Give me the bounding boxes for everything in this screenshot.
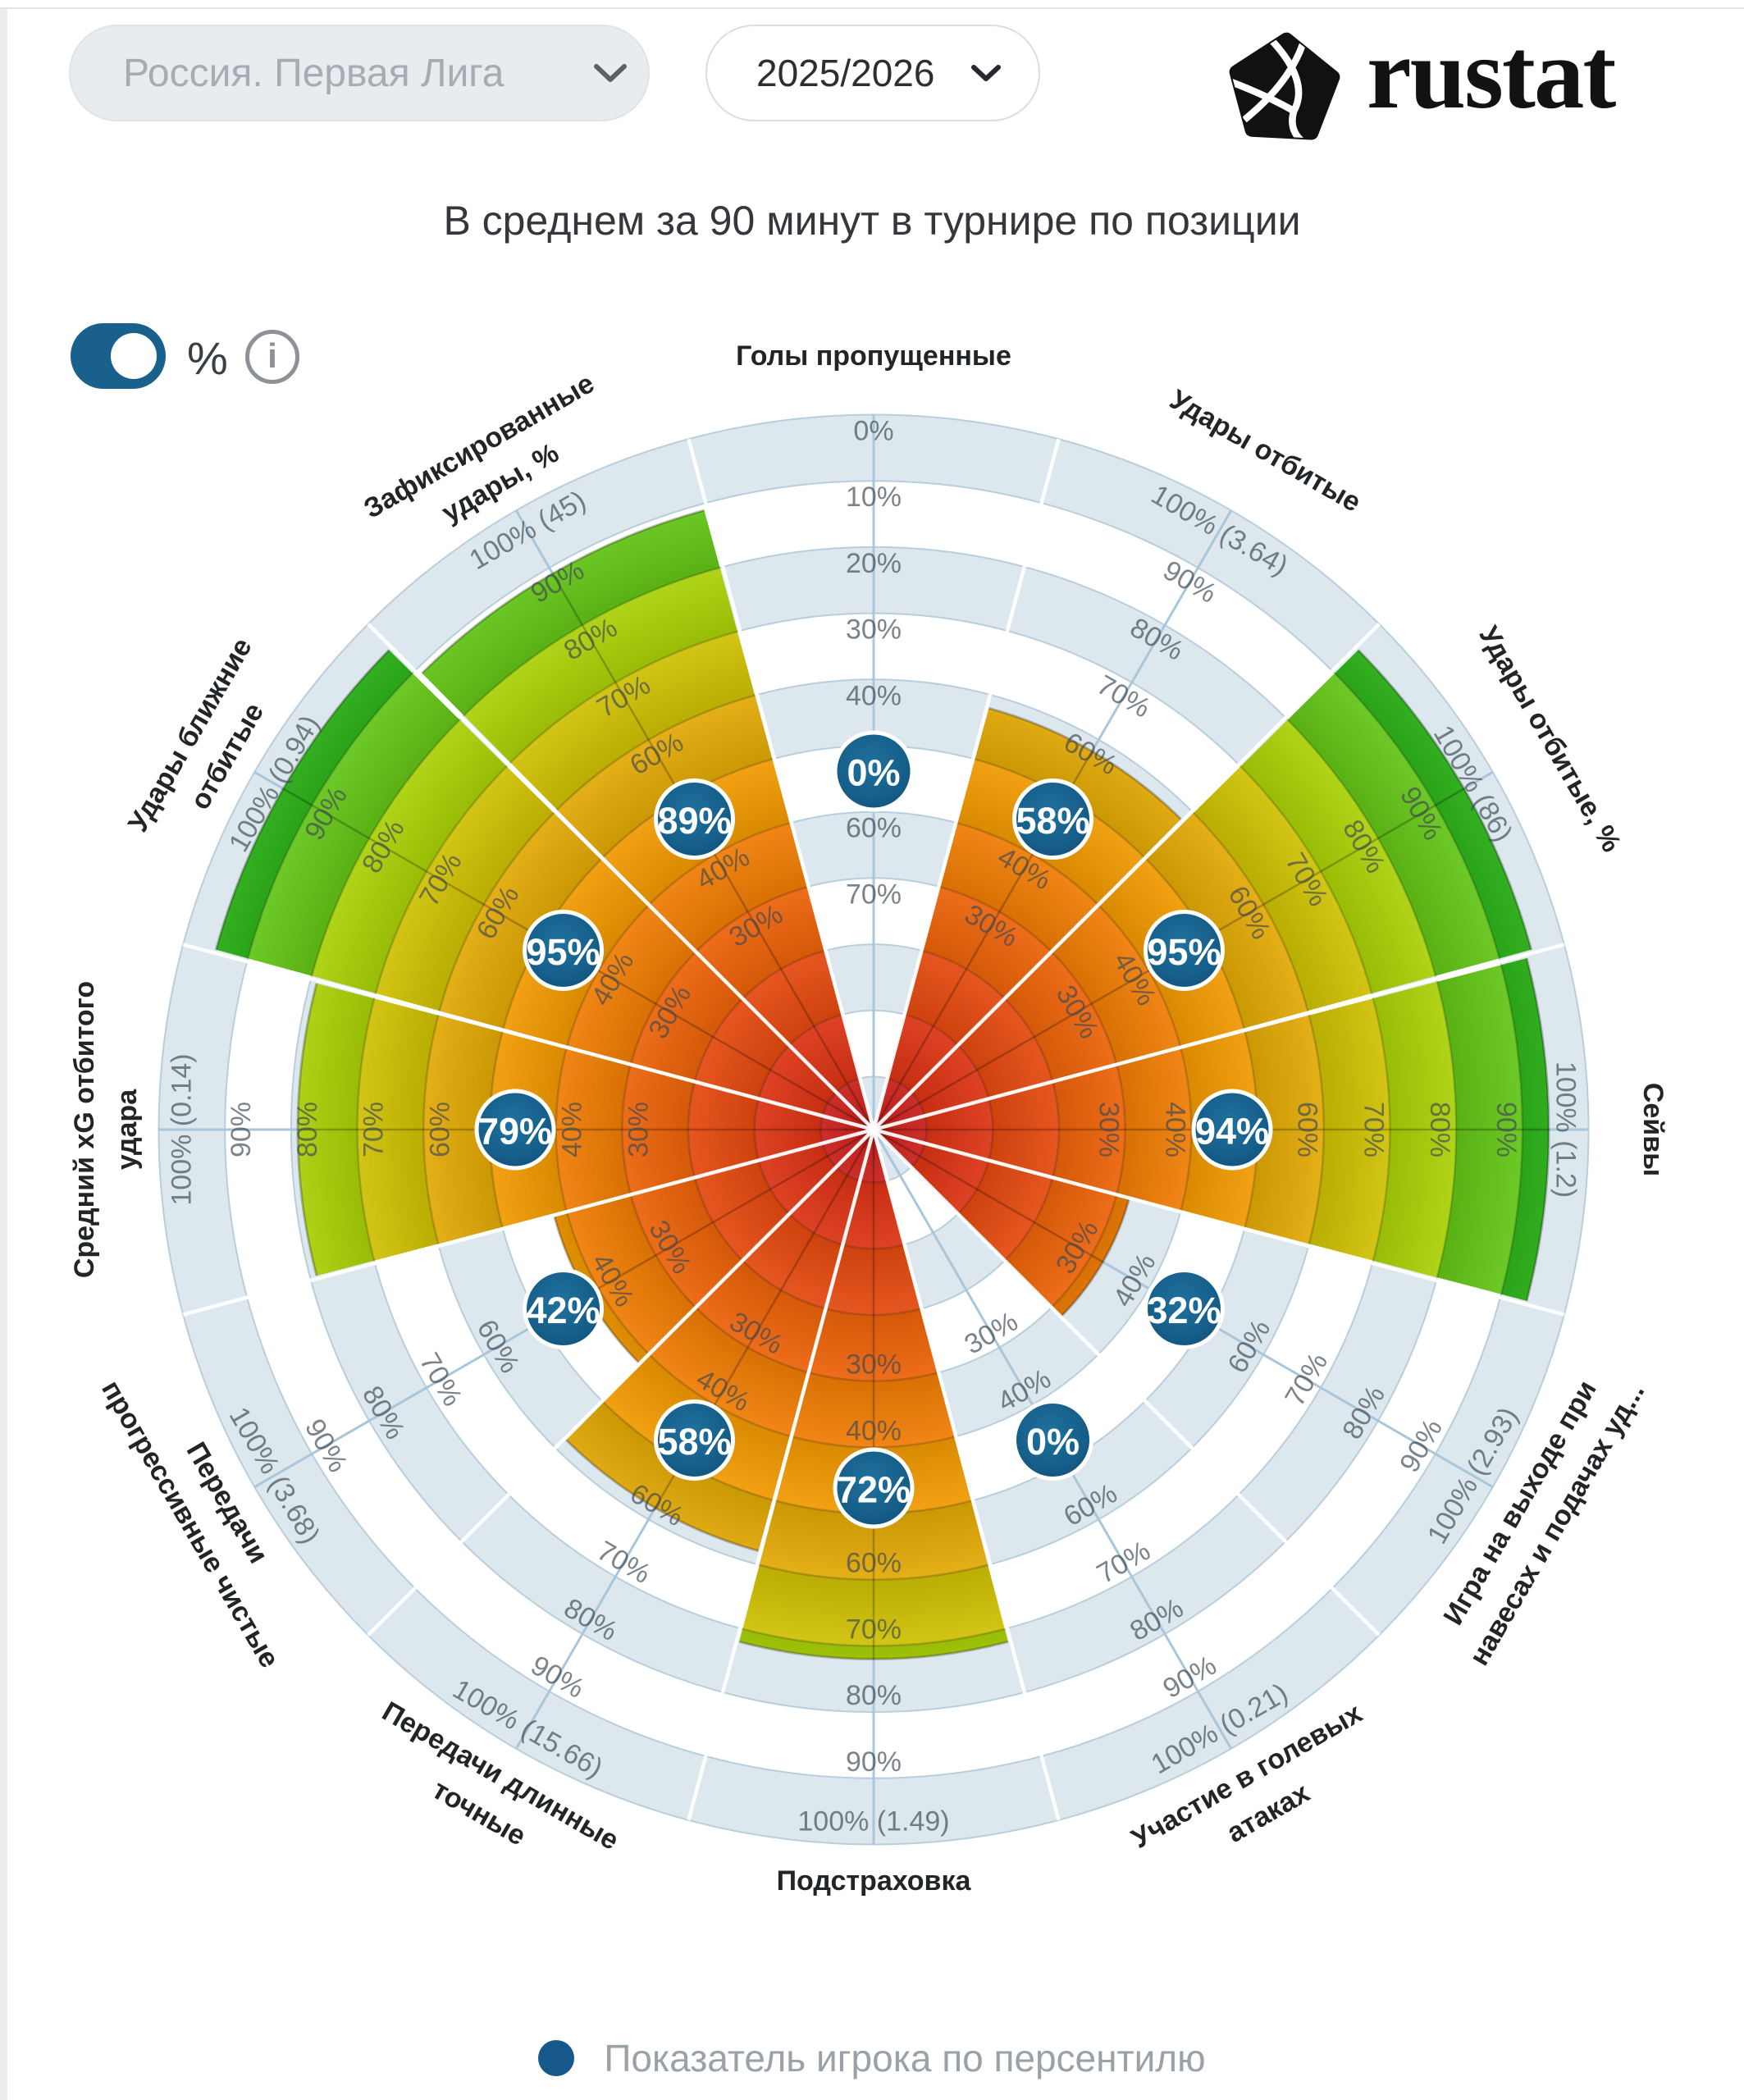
svg-text:89%: 89% [657, 800, 731, 842]
svg-text:42%: 42% [527, 1290, 600, 1331]
svg-text:0%: 0% [853, 416, 893, 447]
svg-text:100% (0.14): 100% (0.14) [167, 1053, 198, 1205]
svg-text:60%: 60% [1292, 1102, 1323, 1157]
svg-text:Голы пропущенные: Голы пропущенные [736, 340, 1011, 372]
svg-text:80%: 80% [1424, 1102, 1455, 1157]
svg-text:40%: 40% [846, 680, 902, 711]
svg-text:79%: 79% [478, 1111, 552, 1153]
svg-text:0%: 0% [847, 752, 900, 794]
svg-text:Подстраховка: Подстраховка [777, 1865, 972, 1897]
svg-text:90%: 90% [846, 1746, 902, 1778]
svg-text:72%: 72% [837, 1469, 911, 1511]
svg-text:80%: 80% [846, 1680, 902, 1711]
svg-text:40%: 40% [557, 1102, 588, 1157]
svg-text:58%: 58% [1016, 800, 1089, 842]
svg-text:94%: 94% [1195, 1111, 1269, 1153]
svg-text:70%: 70% [1358, 1102, 1389, 1157]
svg-text:90%: 90% [1491, 1102, 1522, 1157]
svg-text:100% (1.49): 100% (1.49) [797, 1806, 949, 1838]
svg-text:60%: 60% [846, 1548, 902, 1579]
svg-text:60%: 60% [846, 813, 902, 844]
svg-text:100% (1.2): 100% (1.2) [1550, 1061, 1582, 1198]
svg-text:40%: 40% [846, 1415, 902, 1446]
svg-text:70%: 70% [846, 1614, 902, 1645]
svg-text:90%: 90% [226, 1102, 257, 1157]
svg-text:80%: 80% [292, 1102, 323, 1157]
svg-text:60%: 60% [424, 1102, 455, 1157]
svg-text:10%: 10% [846, 482, 902, 513]
svg-text:30%: 30% [846, 614, 902, 646]
svg-text:30%: 30% [846, 1349, 902, 1381]
svg-text:70%: 70% [846, 879, 902, 910]
svg-text:58%: 58% [657, 1421, 731, 1463]
svg-text:32%: 32% [1147, 1290, 1221, 1331]
svg-text:30%: 30% [1093, 1102, 1125, 1157]
svg-text:rustat: rustat [1367, 23, 1616, 130]
svg-text:0%: 0% [1026, 1421, 1080, 1463]
svg-text:40%: 40% [1159, 1102, 1190, 1157]
svg-text:20%: 20% [846, 548, 902, 579]
svg-text:70%: 70% [358, 1102, 390, 1157]
svg-text:95%: 95% [527, 931, 600, 973]
svg-text:Сейвы: Сейвы [1637, 1083, 1669, 1176]
svg-text:95%: 95% [1147, 931, 1221, 973]
svg-text:30%: 30% [623, 1102, 654, 1157]
